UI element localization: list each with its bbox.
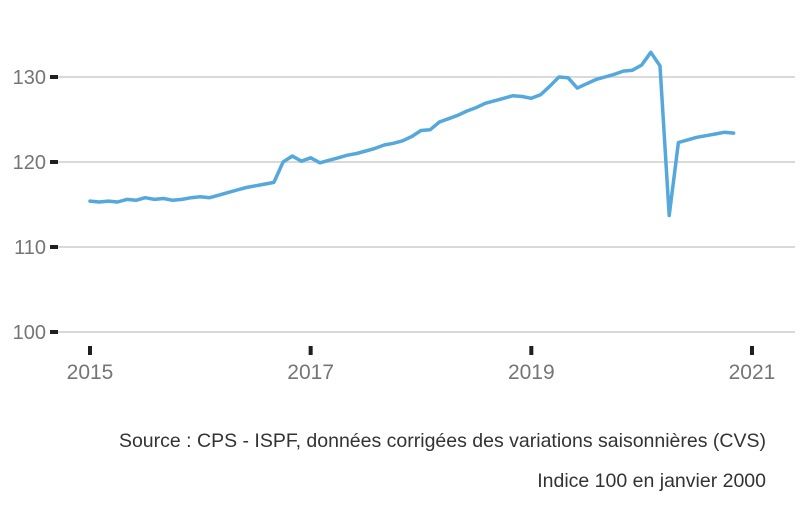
caption-block: Source : CPS - ISPF, données corrigées d…	[119, 421, 766, 501]
x-tick-label: 2017	[287, 361, 334, 384]
y-axis-tick	[50, 160, 58, 164]
x-axis-tick	[749, 346, 754, 355]
y-axis-tick	[50, 75, 58, 79]
x-tick-label: 2019	[508, 361, 555, 384]
y-tick-label: 130	[13, 67, 46, 89]
base-index-caption: Indice 100 en janvier 2000	[537, 470, 766, 492]
y-axis-tick	[50, 245, 58, 249]
y-tick-label: 110	[14, 237, 46, 259]
x-tick-label: 2021	[729, 361, 776, 384]
source-caption: Source : CPS - ISPF, données corrigées d…	[118, 430, 766, 452]
y-tick-label: 100	[13, 322, 46, 344]
index-data-line	[88, 50, 736, 218]
y-tick-label: 120	[13, 152, 46, 174]
x-axis-tick	[308, 346, 313, 355]
x-tick-label: 2015	[67, 361, 114, 384]
x-axis-tick	[88, 346, 92, 355]
x-axis-tick	[529, 346, 534, 355]
y-axis-tick	[50, 330, 58, 334]
